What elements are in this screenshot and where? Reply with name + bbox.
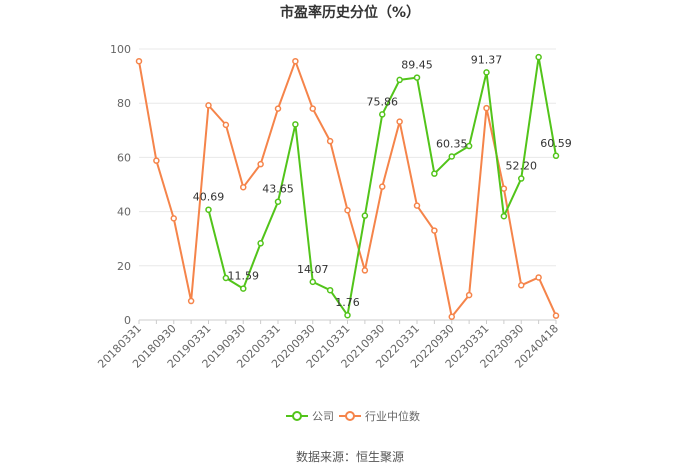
series-point-1 bbox=[153, 157, 160, 164]
legend-marker-0 bbox=[292, 411, 302, 421]
data-labels: 40.69 11.59 43.65 14.07 1.76 75.86 89.45 60.35 9… bbox=[193, 53, 572, 309]
data-label: 60.59 bbox=[540, 137, 572, 150]
series-point-1 bbox=[483, 104, 490, 112]
y-axis: 0 20 40 60 80 100 bbox=[110, 43, 131, 327]
series-point-0 bbox=[240, 285, 247, 292]
series-point-1 bbox=[187, 297, 195, 305]
data-label: 43.65 bbox=[262, 183, 294, 196]
series-point-1 bbox=[552, 312, 560, 319]
series-point-1 bbox=[448, 313, 455, 320]
series-point-1 bbox=[257, 160, 264, 168]
series-point-0 bbox=[257, 240, 264, 247]
data-label: 14.07 bbox=[297, 263, 329, 276]
x-axis: 2018033120180930201903312019093020200331… bbox=[95, 320, 561, 371]
series-point-1 bbox=[396, 118, 403, 125]
series-point-0 bbox=[292, 121, 299, 128]
series-point-1 bbox=[274, 105, 282, 112]
y-tick-label: 0 bbox=[124, 314, 131, 327]
series-point-0 bbox=[535, 53, 542, 61]
series-point-0 bbox=[344, 311, 351, 319]
y-tick-label: 80 bbox=[117, 97, 131, 110]
series-point-1 bbox=[379, 183, 386, 190]
legend-marker-1 bbox=[345, 411, 355, 421]
series-point-1 bbox=[535, 274, 542, 281]
series-point-0 bbox=[222, 274, 230, 282]
data-label: 91.37 bbox=[471, 53, 503, 66]
series-point-1 bbox=[344, 206, 351, 214]
data-label: 11.59 bbox=[228, 270, 260, 283]
series-point-1 bbox=[518, 282, 525, 289]
series-point-0 bbox=[274, 198, 282, 205]
series-point-0 bbox=[361, 212, 369, 219]
data-label: 75.86 bbox=[367, 95, 399, 108]
y-tick-label: 60 bbox=[117, 151, 131, 164]
series-point-1 bbox=[413, 202, 421, 209]
series-point-0 bbox=[552, 152, 560, 160]
series-point-0 bbox=[518, 175, 525, 182]
series-point-0 bbox=[396, 76, 403, 84]
series-point-1 bbox=[309, 105, 316, 112]
series-point-1 bbox=[326, 137, 334, 145]
chart-title: 市盈率历史分位（%） bbox=[280, 4, 420, 21]
series-point-1 bbox=[361, 267, 369, 274]
series-line-1 bbox=[138, 60, 557, 318]
y-tick-label: 20 bbox=[117, 260, 131, 273]
series-point-0 bbox=[431, 170, 438, 177]
series-point-1 bbox=[240, 183, 247, 191]
y-tick-label: 100 bbox=[110, 43, 131, 56]
series-point-0 bbox=[448, 153, 455, 160]
series-point-1 bbox=[170, 215, 177, 222]
series-point-1 bbox=[500, 185, 508, 192]
series-point-1 bbox=[292, 57, 299, 65]
series-point-0 bbox=[413, 74, 421, 81]
series-point-0 bbox=[326, 286, 334, 294]
source-note: 数据来源：恒生聚源 bbox=[296, 449, 404, 464]
data-label: 1.76 bbox=[335, 296, 360, 309]
series-point-0 bbox=[500, 212, 508, 220]
data-label: 89.45 bbox=[401, 59, 433, 72]
series-point-1 bbox=[431, 227, 438, 234]
data-label: 52.20 bbox=[506, 160, 538, 173]
series-point-0 bbox=[483, 69, 490, 76]
legend: 公司 行业中位数 bbox=[286, 409, 420, 423]
series-point-1 bbox=[222, 121, 230, 129]
series-point-1 bbox=[135, 57, 143, 65]
series-point-1 bbox=[205, 102, 212, 109]
data-label: 40.69 bbox=[193, 191, 225, 204]
series-point-0 bbox=[465, 142, 473, 150]
legend-label-0: 公司 bbox=[312, 410, 334, 423]
y-tick-label: 40 bbox=[117, 206, 131, 219]
series-point-0 bbox=[205, 206, 212, 213]
legend-label-1: 行业中位数 bbox=[365, 409, 420, 423]
series-point-1 bbox=[465, 291, 473, 299]
series-point-0 bbox=[309, 278, 316, 286]
series-layer bbox=[135, 53, 560, 320]
data-label: 60.35 bbox=[436, 137, 468, 150]
series-point-0 bbox=[379, 111, 386, 118]
